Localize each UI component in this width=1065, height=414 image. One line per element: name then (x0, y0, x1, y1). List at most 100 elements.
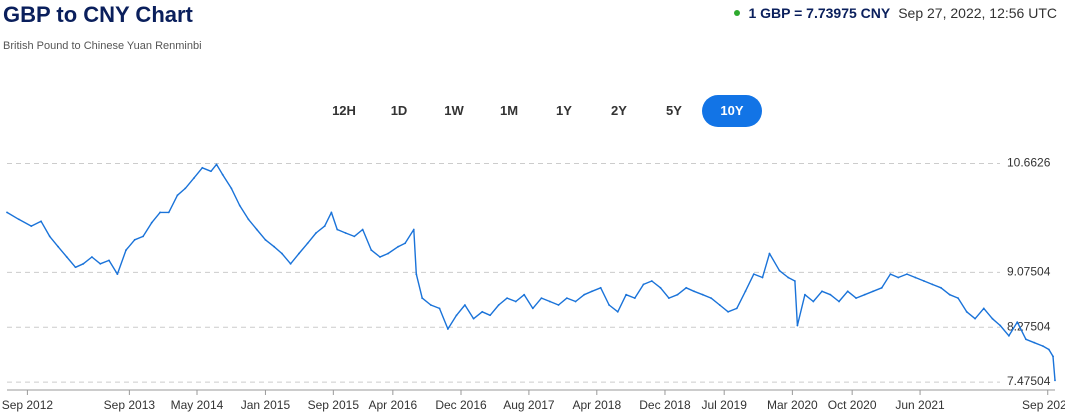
data-point (247, 218, 250, 221)
data-point (940, 286, 942, 289)
time-range-tabs: 12H 1D 1W 1M 1Y 2Y 5Y 10Y (317, 94, 763, 128)
series-line (6, 163, 1056, 381)
data-point (880, 286, 883, 289)
data-point (906, 273, 908, 276)
x-tick-label: Jul 2019 (702, 398, 748, 412)
x-tick-label: Jan 2015 (241, 398, 291, 412)
y-tick-label: 9.07504 (1007, 264, 1051, 278)
data-point (1016, 321, 1019, 324)
data-point (735, 307, 738, 310)
data-point (685, 286, 688, 289)
data-point (531, 307, 534, 310)
data-point (727, 310, 730, 313)
data-point (298, 252, 300, 255)
data-point (991, 317, 994, 320)
data-point (591, 290, 593, 293)
data-point (583, 293, 586, 296)
data-point (1008, 334, 1010, 337)
data-point (446, 328, 449, 330)
x-tick-label: Sep 2015 (308, 398, 360, 412)
data-point (787, 276, 790, 279)
data-point (455, 314, 458, 317)
data-point (238, 204, 241, 207)
data-point (557, 304, 560, 306)
data-point (796, 324, 799, 327)
data-point (255, 228, 258, 231)
data-point (1033, 341, 1036, 344)
y-tick-label: 7.47504 (1007, 374, 1051, 388)
data-point (65, 256, 68, 258)
data-point (642, 283, 645, 286)
live-rate: 1 GBP = 7.73975 CNY Sep 27, 2022, 12:56 … (734, 5, 1057, 21)
data-point (625, 293, 628, 296)
x-tick-label: Oct 2020 (828, 398, 877, 412)
data-point (438, 307, 441, 310)
data-point (336, 228, 339, 231)
data-point (1052, 355, 1054, 358)
tab-10y[interactable]: 10Y (702, 95, 762, 127)
data-point (315, 232, 317, 234)
data-point (829, 293, 832, 296)
x-tick-label: Dec 2016 (435, 398, 487, 412)
data-point (344, 232, 347, 234)
tab-2y[interactable]: 2Y (611, 103, 627, 118)
data-point (540, 297, 543, 300)
x-tick-label: Jun 2021 (895, 398, 945, 412)
data-point (150, 221, 153, 224)
data-point (1047, 348, 1050, 351)
data-point (914, 276, 917, 279)
data-point (91, 256, 93, 258)
data-point (523, 293, 526, 296)
data-point (838, 300, 840, 303)
tab-1d[interactable]: 1D (390, 103, 408, 118)
data-point (982, 307, 985, 310)
data-point (353, 235, 356, 238)
data-point (548, 300, 551, 303)
tab-1w[interactable]: 1W (444, 103, 464, 118)
data-point (221, 173, 224, 176)
data-point (872, 290, 875, 293)
x-tick-label: May 2014 (171, 398, 224, 412)
data-point (481, 310, 484, 313)
y-tick-label: 8.27504 (1007, 319, 1051, 333)
data-point (701, 293, 704, 296)
data-point (710, 297, 712, 300)
data-point (506, 297, 509, 300)
data-point (176, 194, 179, 197)
data-point (40, 220, 42, 223)
data-point (965, 310, 968, 313)
data-point (412, 228, 415, 231)
tab-1y[interactable]: 1Y (556, 103, 572, 118)
data-point (1025, 338, 1027, 341)
data-point (116, 273, 119, 276)
data-point (273, 245, 275, 248)
data-point (184, 187, 187, 190)
data-point (142, 235, 144, 238)
data-point (230, 187, 233, 190)
data-point (6, 211, 8, 214)
data-point (676, 293, 679, 296)
data-point (415, 273, 418, 276)
live-status-dot-icon (734, 10, 741, 16)
data-point (650, 280, 653, 282)
data-point (889, 273, 892, 276)
data-point (718, 304, 721, 306)
data-point (387, 252, 389, 255)
data-point (281, 252, 283, 255)
data-point (108, 259, 110, 262)
tab-5y[interactable]: 5Y (666, 103, 682, 118)
data-point (974, 317, 976, 320)
tab-1m[interactable]: 1M (499, 103, 519, 118)
x-tick-label: Apr 2018 (572, 398, 621, 412)
data-point (1054, 379, 1056, 382)
rate-value: 1 GBP = 7.73975 CNY (748, 5, 891, 21)
x-tick-label: Mar 2020 (767, 398, 818, 412)
data-point (99, 262, 102, 265)
data-point (812, 300, 815, 303)
data-point (1042, 345, 1044, 348)
exchange-rate-chart[interactable]: 10.6626 9.07504 8.27504 7.47504 Sep 2012 Sep … (0, 150, 1065, 414)
tab-12h[interactable]: 12H (332, 103, 356, 118)
data-point (464, 304, 466, 306)
data-point (159, 211, 162, 214)
data-point (74, 266, 77, 269)
